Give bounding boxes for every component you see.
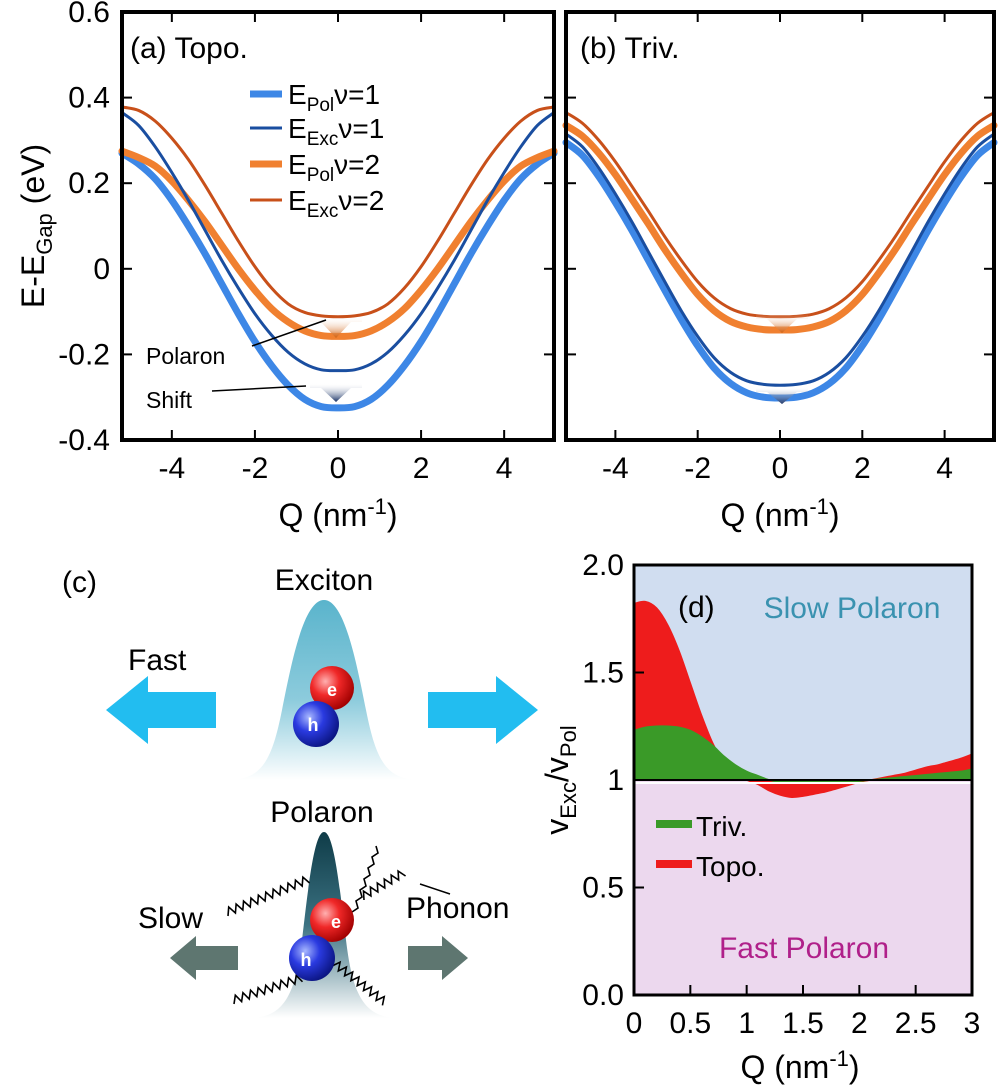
phonon-wave-5 xyxy=(331,960,386,1006)
phonon-label: Phonon xyxy=(406,892,509,925)
legend-entry-exc-nu2: EExcν=2 xyxy=(288,185,384,222)
legend-entry-triv: Triv. xyxy=(696,811,747,842)
panel-a-ytick-label-3: 0.2 xyxy=(68,167,110,200)
polaron-electron-label: e xyxy=(331,912,341,932)
panel-a-xlabel: Q (nm-1) xyxy=(278,494,397,533)
panel-d-slow-polaron-label: Slow Polaron xyxy=(764,592,941,625)
phonon-pointer-line xyxy=(419,883,451,895)
panel-a-xtick-label-2: 0 xyxy=(330,452,347,485)
panel-b-series-3 xyxy=(564,111,996,319)
legend-swatch-triv xyxy=(656,820,692,828)
panel-b-tag: (b) Triv. xyxy=(580,32,679,65)
legend-entry-pol-nu2: EPolν=2 xyxy=(288,149,380,186)
panel-b-xtick-label-4: 4 xyxy=(936,452,953,485)
phonon-wave-4 xyxy=(233,973,304,1005)
panel-d-tag: (d) xyxy=(678,591,715,624)
panel-b: -4 -2 0 2 4 (b) Triv. Q (nm-1) xyxy=(562,10,998,533)
panel-d-ticks: 0 0.5 1 1.5 2 2.5 3 0.0 0.5 1 1.5 2.0 xyxy=(582,549,980,1040)
fast-arrow-right xyxy=(428,676,538,744)
panel-a-tag: (a) Topo. xyxy=(130,32,248,65)
panel-a-series-1 xyxy=(120,111,556,373)
phonon-wave-1 xyxy=(227,875,311,917)
panel-b-xtick-label-0: -4 xyxy=(602,452,629,485)
panel-b-xtick-label-3: 2 xyxy=(854,452,871,485)
polaron-title: Polaron xyxy=(270,796,373,829)
panel-d-region-fast xyxy=(634,780,972,995)
panel-a-annotation-line-shift xyxy=(211,385,307,392)
panel-d-ytick-label-2: 1 xyxy=(607,764,624,797)
panel-a-xtick-label-3: 2 xyxy=(413,452,430,485)
panel-c-schematic: (c) Exciton Fast e h Polaron Slow Phonon… xyxy=(62,564,538,1018)
panel-a-legend: EPolν=1 EExcν=1 EPolν=2 EExcν=2 xyxy=(250,79,384,222)
fast-arrow-left xyxy=(106,676,216,744)
panel-d: 0 0.5 1 1.5 2 2.5 3 0.0 0.5 1 1.5 2.0 (d) Slow Pola… xyxy=(539,549,980,1085)
legend-swatch-topo xyxy=(656,860,692,868)
slow-arrow-left xyxy=(170,936,238,980)
phonon-wave-2 xyxy=(351,845,379,913)
panel-d-ytick-label-3: 1.5 xyxy=(582,657,624,690)
panel-a-shift-arrow-orange xyxy=(310,317,362,338)
panel-b-ticks: -4 -2 0 2 4 xyxy=(566,11,994,485)
panel-d-xtick-label-3: 1.5 xyxy=(782,1007,824,1040)
panel-a-annotation-shift: Shift xyxy=(146,387,193,413)
panel-d-fast-polaron-label: Fast Polaron xyxy=(719,932,889,965)
panel-a-ytick-label-2: 0 xyxy=(93,253,110,286)
panel-b-series-0 xyxy=(562,139,998,402)
panel-a-shift-arrow-blue xyxy=(310,383,362,402)
slow-label: Slow xyxy=(138,902,203,935)
legend-entry-exc-nu1: EExcν=1 xyxy=(288,113,384,150)
exciton-electron xyxy=(310,666,354,710)
exciton-title: Exciton xyxy=(275,564,373,597)
panel-d-ytick-label-4: 2.0 xyxy=(582,549,624,582)
panel-a-curves xyxy=(118,105,558,412)
panel-a-ylabel: E-EGap (eV) xyxy=(15,144,57,308)
panel-d-ylabel: vExc/vPol xyxy=(539,725,581,834)
panel-d-xtick-label-4: 2 xyxy=(851,1007,868,1040)
polaron-hole-label: h xyxy=(301,950,312,970)
legend-entry-pol-nu1: EPolν=1 xyxy=(288,79,380,116)
exciton-hole-label: h xyxy=(308,715,319,735)
panel-a-series-0 xyxy=(118,149,558,412)
panel-d-ytick-label-1: 0.5 xyxy=(582,872,624,905)
panel-d-xtick-label-6: 3 xyxy=(964,1007,981,1040)
slow-arrow-right xyxy=(408,936,468,980)
exciton-electron-label: e xyxy=(327,680,337,700)
panel-d-xtick-label-0: 0 xyxy=(626,1007,643,1040)
panel-a-xtick-label-0: -4 xyxy=(159,452,186,485)
panel-a-ytick-label-0: -0.4 xyxy=(58,424,110,457)
legend-entry-topo: Topo. xyxy=(696,851,765,882)
panel-b-series-1 xyxy=(564,132,996,387)
panel-a-xtick-label-1: -2 xyxy=(242,452,269,485)
panel-d-xtick-label-5: 2.5 xyxy=(895,1007,937,1040)
panel-a-ytick-label-1: -0.2 xyxy=(58,338,110,371)
panel-c-tag: (c) xyxy=(62,566,97,599)
polaron-hole xyxy=(289,935,335,981)
panel-a-xtick-label-4: 4 xyxy=(496,452,513,485)
panel-d-xlabel: Q (nm-1) xyxy=(740,1046,859,1085)
panel-a-ytick-label-5: 0.6 xyxy=(68,0,110,29)
panel-d-ytick-label-0: 0.0 xyxy=(582,979,624,1012)
panel-b-xtick-label-1: -2 xyxy=(684,452,711,485)
panel-a-annotation-line-polaron xyxy=(251,319,327,347)
panel-b-curves xyxy=(562,111,998,402)
fast-label: Fast xyxy=(128,644,187,677)
panel-a-annotation-polaron: Polaron xyxy=(146,343,225,369)
panel-d-xtick-label-1: 0.5 xyxy=(669,1007,711,1040)
panel-b-shift-arrow-orange xyxy=(756,314,808,333)
panel-a-series-3 xyxy=(120,105,556,319)
panel-d-xtick-label-2: 1 xyxy=(738,1007,755,1040)
panel-a-ytick-label-4: 0.4 xyxy=(68,82,110,115)
panel-a: Polaron Shift -4 -2 0 2 4-0.4-0.200.20.40.6 … xyxy=(15,0,558,533)
exciton-hole xyxy=(293,701,339,747)
panel-b-xtick-label-2: 0 xyxy=(772,452,789,485)
panel-b-shift-arrow-blue xyxy=(756,387,808,404)
phonon-wave-3 xyxy=(362,869,407,901)
panel-a-ticks: -4 -2 0 2 4 -0.4 -0.2 0 0.2 0.4 0.6 xyxy=(58,0,554,485)
panel-b-xlabel: Q (nm-1) xyxy=(720,494,839,533)
polaron-electron xyxy=(310,898,354,942)
